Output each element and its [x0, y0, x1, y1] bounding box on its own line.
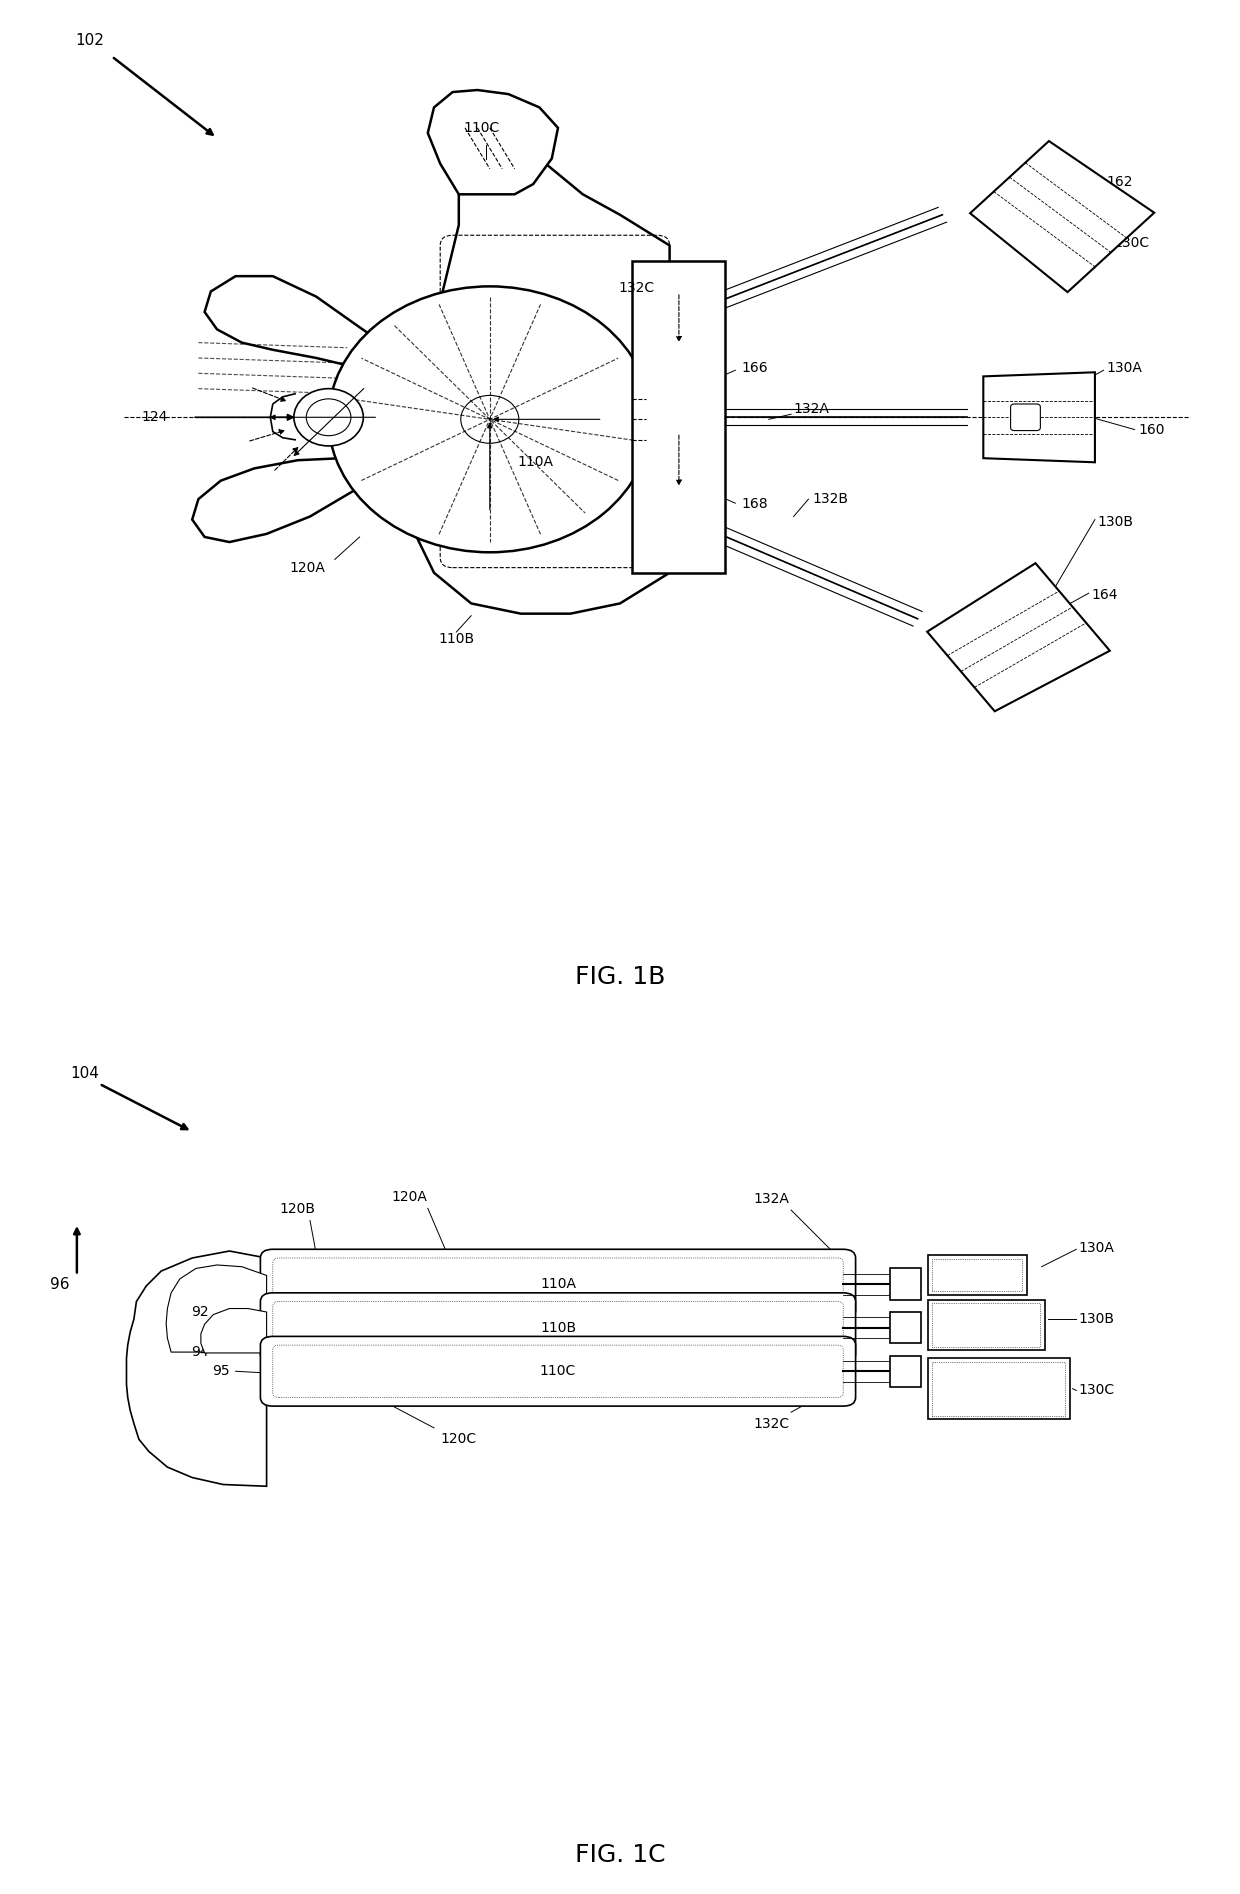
Circle shape [294, 388, 363, 445]
FancyBboxPatch shape [928, 1299, 1045, 1350]
Text: 120A: 120A [290, 561, 325, 574]
Text: 110B: 110B [438, 633, 475, 646]
Text: 130B: 130B [1097, 515, 1133, 528]
Polygon shape [201, 1309, 267, 1352]
Bar [632, 261, 725, 572]
Text: 164: 164 [1091, 589, 1117, 602]
Circle shape [306, 400, 351, 436]
Polygon shape [970, 140, 1154, 292]
Text: 124: 124 [141, 411, 169, 424]
Text: 166: 166 [742, 362, 768, 375]
Text: FIG. 1B: FIG. 1B [575, 964, 665, 989]
FancyBboxPatch shape [260, 1337, 856, 1405]
Text: 162: 162 [1106, 174, 1132, 189]
Text: 102: 102 [74, 34, 104, 49]
Text: 120A: 120A [392, 1189, 427, 1205]
Text: 110A: 110A [517, 455, 554, 470]
Text: 160: 160 [1138, 422, 1164, 436]
Polygon shape [928, 563, 1110, 712]
Text: 104: 104 [69, 1066, 99, 1081]
Text: 130C: 130C [1114, 237, 1149, 250]
Text: 130A: 130A [1106, 362, 1142, 375]
FancyBboxPatch shape [260, 1294, 856, 1362]
Text: 130A: 130A [1079, 1241, 1115, 1254]
Polygon shape [126, 1252, 267, 1487]
FancyBboxPatch shape [1011, 403, 1040, 430]
Text: 110C: 110C [463, 121, 500, 134]
Text: 95: 95 [212, 1364, 229, 1379]
Text: 96: 96 [50, 1277, 69, 1292]
Text: 130B: 130B [1079, 1313, 1115, 1326]
Polygon shape [428, 91, 558, 195]
Text: 168: 168 [742, 498, 768, 511]
Polygon shape [192, 455, 391, 542]
Polygon shape [397, 163, 670, 614]
Text: 132B: 132B [812, 492, 848, 506]
Bar [890, 1356, 921, 1386]
FancyBboxPatch shape [260, 1250, 856, 1318]
Text: 132A: 132A [794, 402, 830, 417]
Bar [890, 1313, 921, 1343]
Polygon shape [166, 1265, 267, 1352]
Text: 132C: 132C [753, 1417, 790, 1430]
Text: 93: 93 [212, 1328, 229, 1341]
Text: 110B: 110B [539, 1320, 577, 1335]
Text: 120B: 120B [279, 1203, 316, 1216]
Text: 94: 94 [191, 1345, 208, 1360]
Polygon shape [983, 373, 1095, 462]
Text: 110C: 110C [539, 1364, 577, 1379]
Text: 120C: 120C [440, 1432, 477, 1447]
Circle shape [329, 286, 651, 553]
FancyBboxPatch shape [928, 1256, 1027, 1295]
Circle shape [461, 396, 518, 443]
Text: 110A: 110A [539, 1277, 577, 1292]
Text: 132A: 132A [754, 1191, 789, 1206]
FancyBboxPatch shape [928, 1358, 1070, 1419]
Text: 132C: 132C [619, 282, 655, 295]
Text: 130C: 130C [1079, 1383, 1115, 1398]
Text: FIG. 1C: FIG. 1C [575, 1843, 665, 1867]
Bar [890, 1269, 921, 1299]
Polygon shape [205, 277, 397, 379]
Text: 92: 92 [191, 1305, 208, 1318]
